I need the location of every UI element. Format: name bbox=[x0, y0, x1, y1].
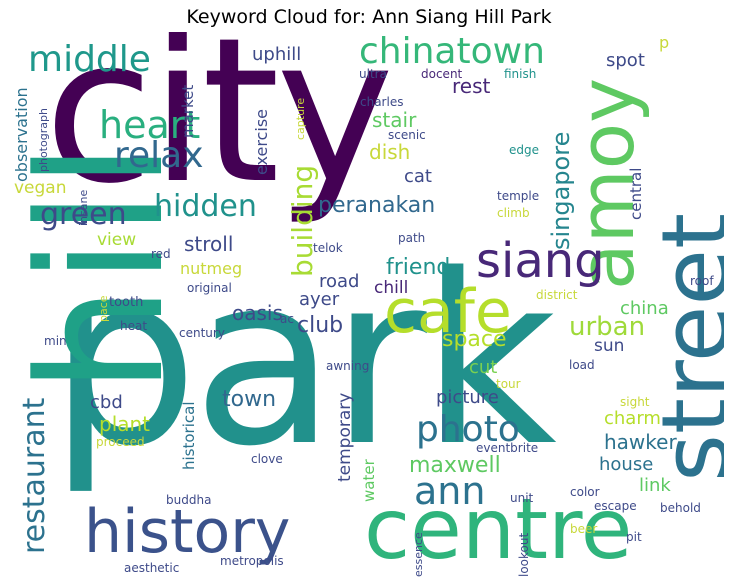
word-min: min bbox=[44, 334, 67, 348]
word-ann: ann bbox=[414, 469, 486, 513]
word-green: green bbox=[40, 197, 127, 232]
word-park: park bbox=[49, 225, 557, 498]
word-charm: charm bbox=[604, 408, 661, 429]
word-buddha: buddha bbox=[166, 493, 212, 507]
word-temporary: temporary bbox=[335, 392, 355, 482]
word-peranakan: peranakan bbox=[318, 193, 436, 218]
word-nutmeg: nutmeg bbox=[180, 259, 243, 278]
word-friend: friend bbox=[386, 255, 451, 280]
word-singapore: singapore bbox=[547, 131, 575, 250]
word-clove: clove bbox=[251, 452, 283, 466]
word-roof: roof bbox=[690, 274, 714, 288]
word-ultra: ultra bbox=[359, 67, 387, 81]
word-scenic: scenic bbox=[388, 128, 426, 142]
word-essence: essence bbox=[412, 532, 425, 577]
word-stroll: stroll bbox=[184, 232, 234, 256]
word-dish: dish bbox=[369, 140, 411, 164]
word-awning: awning bbox=[326, 359, 370, 373]
word-cloud: city park hill street amoy centre histor… bbox=[14, 32, 724, 577]
word-ayer: ayer bbox=[299, 289, 340, 310]
word-lookout: lookout bbox=[517, 532, 531, 577]
word-p: p bbox=[659, 33, 670, 52]
word-house: house bbox=[599, 454, 654, 475]
word-link: link bbox=[639, 475, 671, 496]
word-telok: telok bbox=[313, 241, 343, 255]
word-restaurant: restaurant bbox=[17, 397, 52, 554]
word-proceed: proceed bbox=[96, 435, 145, 449]
word-photo: photo bbox=[416, 409, 520, 450]
word-original: original bbox=[187, 281, 232, 295]
word-city: city bbox=[44, 32, 394, 228]
word-century: century bbox=[179, 326, 225, 340]
word-exercise: exercise bbox=[252, 108, 271, 175]
word-sun: sun bbox=[594, 336, 625, 356]
word-unit: unit bbox=[510, 491, 534, 505]
word-cbd: cbd bbox=[90, 392, 123, 413]
word-view: view bbox=[97, 230, 137, 250]
word-uphill: uphill bbox=[252, 44, 302, 65]
word-market: market bbox=[179, 84, 197, 138]
word-observation: observation bbox=[14, 87, 31, 182]
word-docent: docent bbox=[421, 67, 463, 81]
word-pace: pace bbox=[97, 295, 110, 322]
word-hidden: hidden bbox=[154, 189, 257, 224]
word-cut: cut bbox=[469, 357, 498, 378]
word-chinatown: chinatown bbox=[359, 32, 545, 72]
word-capture: capture bbox=[294, 97, 307, 140]
word-load: load bbox=[569, 358, 595, 372]
word-spot: spot bbox=[606, 50, 645, 71]
word-hawker: hawker bbox=[604, 430, 677, 454]
word-tour: tour bbox=[496, 377, 521, 391]
word-path: path bbox=[398, 231, 426, 245]
word-beer: beer bbox=[570, 522, 598, 536]
word-historical: historical bbox=[180, 401, 198, 471]
word-sight: sight bbox=[620, 395, 650, 409]
word-siang: siang bbox=[476, 233, 605, 289]
word-aesthetic: aesthetic bbox=[124, 561, 180, 575]
word-climb: climb bbox=[497, 206, 530, 220]
word-road: road bbox=[319, 271, 360, 292]
word-middle: middle bbox=[28, 39, 151, 80]
word-picture: picture bbox=[436, 387, 499, 408]
word-color: color bbox=[570, 485, 600, 499]
word-water: water bbox=[360, 459, 378, 502]
word-district: district bbox=[536, 288, 578, 302]
word-space: space bbox=[442, 327, 507, 352]
word-central: central bbox=[627, 167, 645, 220]
word-insane: insane bbox=[77, 189, 90, 226]
word-stair: stair bbox=[372, 108, 417, 132]
word-eventbrite: eventbrite bbox=[476, 441, 539, 455]
word-building: building bbox=[286, 164, 319, 277]
word-photograph: photograph bbox=[37, 108, 50, 172]
word-metropolis: metropolis bbox=[220, 554, 284, 568]
word-urban: urban bbox=[569, 312, 646, 342]
word-ac: ac bbox=[280, 312, 294, 326]
word-vegan: vegan bbox=[14, 178, 67, 198]
word-tooth: tooth bbox=[109, 295, 144, 310]
word-town: town bbox=[222, 387, 277, 412]
word-edge: edge bbox=[509, 143, 539, 157]
word-escape: escape bbox=[594, 499, 637, 513]
word-maxwell: maxwell bbox=[409, 453, 501, 478]
word-chill: chill bbox=[374, 278, 409, 298]
word-heat: heat bbox=[120, 319, 148, 333]
chart-title: Keyword Cloud for: Ann Siang Hill Park bbox=[186, 6, 552, 28]
word-china: china bbox=[620, 298, 669, 319]
word-heart: heart bbox=[99, 103, 201, 147]
word-relax: relax bbox=[114, 135, 204, 176]
word-centre: centre bbox=[364, 480, 633, 577]
word-rest: rest bbox=[452, 74, 491, 98]
word-pit: pit bbox=[626, 530, 642, 544]
word-cat: cat bbox=[404, 166, 432, 187]
word-club: club bbox=[297, 313, 344, 338]
word-finish: finish bbox=[504, 67, 537, 81]
word-plant: plant bbox=[99, 412, 151, 436]
word-red: red bbox=[151, 247, 171, 261]
word-history: history bbox=[84, 497, 291, 567]
word-cafe: cafe bbox=[384, 277, 512, 347]
word-charles: charles bbox=[360, 95, 404, 109]
word-oasis: oasis bbox=[232, 301, 283, 325]
word-behold: behold bbox=[660, 501, 701, 515]
word-temple: temple bbox=[497, 189, 540, 203]
